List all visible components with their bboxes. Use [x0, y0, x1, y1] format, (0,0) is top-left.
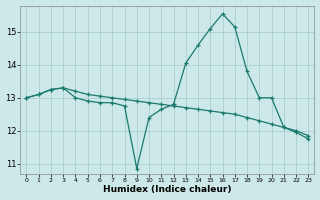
X-axis label: Humidex (Indice chaleur): Humidex (Indice chaleur): [103, 185, 232, 194]
